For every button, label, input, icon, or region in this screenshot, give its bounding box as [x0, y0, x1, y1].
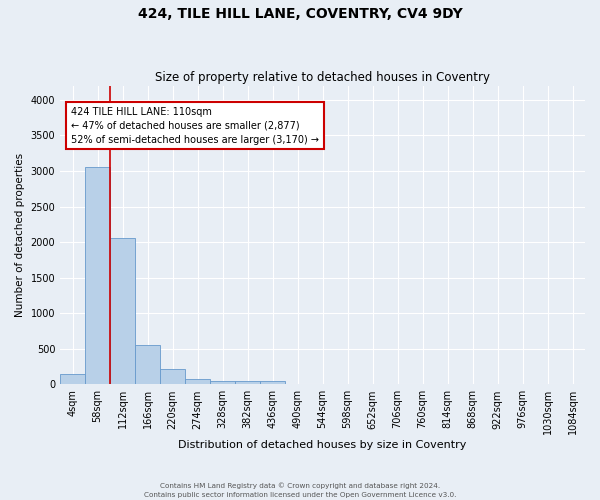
Bar	[235, 382, 260, 384]
Bar	[185, 380, 210, 384]
Bar	[60, 374, 85, 384]
Bar	[110, 238, 135, 384]
Bar	[85, 166, 110, 384]
Text: 424, TILE HILL LANE, COVENTRY, CV4 9DY: 424, TILE HILL LANE, COVENTRY, CV4 9DY	[137, 8, 463, 22]
X-axis label: Distribution of detached houses by size in Coventry: Distribution of detached houses by size …	[178, 440, 467, 450]
Title: Size of property relative to detached houses in Coventry: Size of property relative to detached ho…	[155, 72, 490, 85]
Bar	[210, 381, 235, 384]
Bar	[160, 370, 185, 384]
Bar	[260, 382, 285, 384]
Text: Contains HM Land Registry data © Crown copyright and database right 2024.
Contai: Contains HM Land Registry data © Crown c…	[144, 482, 456, 498]
Bar	[135, 344, 160, 385]
Text: 424 TILE HILL LANE: 110sqm
← 47% of detached houses are smaller (2,877)
52% of s: 424 TILE HILL LANE: 110sqm ← 47% of deta…	[71, 106, 319, 144]
Y-axis label: Number of detached properties: Number of detached properties	[15, 153, 25, 317]
